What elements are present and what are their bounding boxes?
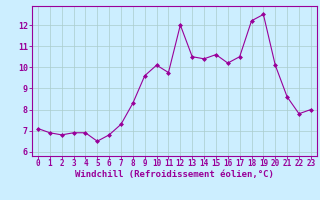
- X-axis label: Windchill (Refroidissement éolien,°C): Windchill (Refroidissement éolien,°C): [75, 170, 274, 179]
